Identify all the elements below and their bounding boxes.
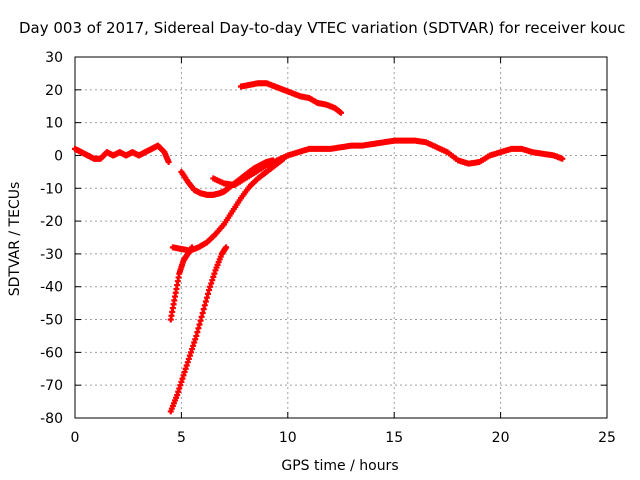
- series-arc-1: [72, 142, 172, 166]
- y-tick-label: 0: [54, 148, 63, 164]
- chart-title: Day 003 of 2017, Sidereal Day-to-day VTE…: [19, 19, 625, 37]
- y-tick-label: -80: [40, 411, 63, 427]
- y-tick-label: -30: [40, 247, 63, 263]
- x-tick-label: 20: [492, 430, 510, 446]
- series-arc-2: [237, 80, 344, 116]
- plot-frame: [74, 56, 608, 419]
- y-tick-label: -20: [40, 214, 63, 230]
- grid: [75, 57, 607, 418]
- x-tick-label: 15: [385, 430, 403, 446]
- data-point: [338, 109, 344, 116]
- y-tick-label: -60: [40, 345, 63, 361]
- data-point: [223, 244, 230, 251]
- x-axis-label: GPS time / hours: [281, 458, 398, 474]
- y-axis-label: SDTVAR / TECUs: [7, 182, 23, 297]
- series-arc-4: [210, 137, 566, 188]
- series-arc-5: [169, 155, 287, 254]
- y-tick-label: -10: [40, 181, 63, 197]
- axis-ticks: 0 5 10 15 20 25 -80 -70 -60 -50 -40 -30 -20 -10 0 10 20 3…: [40, 50, 616, 446]
- y-tick-label: -50: [40, 313, 63, 329]
- data-point: [559, 155, 566, 162]
- series-arc-6: [167, 244, 196, 323]
- data-point: [280, 155, 287, 162]
- y-tick-label: -40: [40, 280, 63, 296]
- x-tick-label: 25: [598, 430, 616, 446]
- data-layer: [72, 80, 566, 415]
- y-tick-label: 30: [45, 50, 63, 66]
- y-tick-label: 20: [45, 83, 63, 99]
- y-tick-label: -70: [40, 378, 63, 394]
- data-point: [189, 244, 196, 251]
- y-tick-label: 10: [45, 116, 63, 132]
- x-tick-label: 10: [279, 430, 297, 446]
- data-point: [165, 159, 172, 166]
- series-arc-7: [167, 244, 230, 415]
- x-tick-label: 5: [177, 430, 186, 446]
- x-tick-label: 0: [71, 430, 80, 446]
